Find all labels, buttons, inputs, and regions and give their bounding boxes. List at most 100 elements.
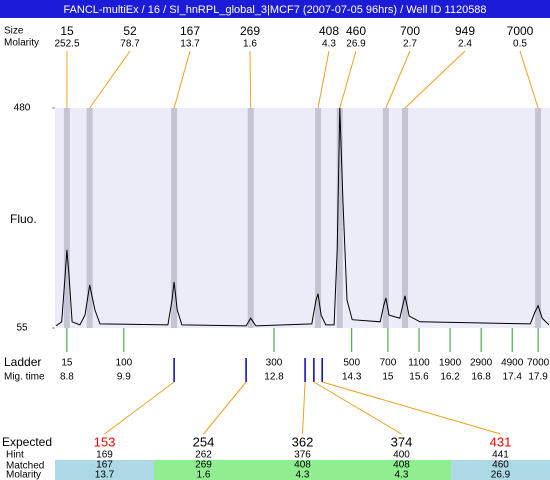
matched-cell (154, 460, 253, 480)
peak-band (171, 108, 178, 328)
row-label: Hint (6, 450, 24, 461)
peak-band (402, 108, 409, 328)
peak-molarity: 2.4 (458, 39, 472, 50)
matched-cell (352, 460, 451, 480)
peak-band (247, 108, 254, 328)
ladder-size: 100 (116, 358, 133, 369)
ladder-size: 1900 (439, 358, 462, 369)
ladder-label: Ladder (4, 355, 41, 369)
peak-connector (317, 50, 330, 109)
peak-size: 167 (180, 24, 200, 38)
peak-size: 408 (319, 24, 339, 38)
plot-area (55, 108, 550, 328)
matched-size: 408 (294, 460, 311, 471)
peak-size: 700 (400, 24, 420, 38)
expected-size: 153 (94, 434, 116, 449)
matched-cell (253, 460, 352, 480)
y-tick-label: 480 (14, 103, 31, 114)
hint-size: 376 (294, 450, 311, 461)
hint-size: 441 (492, 450, 509, 461)
peak-size: 460 (346, 24, 366, 38)
peak-band (382, 108, 389, 328)
matched-molarity: 13.7 (95, 470, 115, 480)
matched-molarity: 1.6 (197, 470, 211, 480)
ladder-mig-time: 14.3 (342, 372, 362, 383)
expected-connector (322, 381, 501, 435)
ladder-size: 500 (343, 358, 360, 369)
matched-size: 460 (492, 460, 509, 471)
y-tick-label: 55 (16, 323, 28, 334)
peak-size: 7000 (507, 24, 534, 38)
ladder-size: 7000 (527, 358, 550, 369)
matched-molarity: 26.9 (491, 470, 511, 480)
size-label: Size (4, 26, 24, 37)
row-label: Matched (6, 461, 44, 472)
row-label: Molarity (6, 470, 41, 480)
row-label: Expected (2, 435, 52, 449)
expected-connector (302, 381, 306, 435)
matched-cell (55, 460, 154, 480)
matched-size: 269 (195, 460, 212, 471)
peak-molarity: 252.5 (54, 39, 79, 50)
matched-cell (451, 460, 550, 480)
mig-time-label: Mig. time (4, 372, 45, 383)
chart-title: FANCL-multiEx / 16 / SI_hnRPL_global_3|M… (63, 4, 486, 16)
hint-size: 169 (96, 450, 113, 461)
peak-size: 269 (240, 24, 260, 38)
peak-connector (339, 50, 357, 109)
title-bar (0, 0, 550, 18)
expected-size: 254 (193, 434, 215, 449)
ladder-size: 1100 (408, 358, 430, 369)
peak-band (315, 108, 322, 328)
ladder-size: 4900 (501, 358, 524, 369)
expected-connector (313, 381, 402, 435)
matched-size: 167 (96, 460, 113, 471)
matched-molarity: 4.3 (395, 470, 409, 480)
peak-molarity: 0.5 (513, 39, 527, 50)
ladder-mig-time: 16.8 (471, 372, 491, 383)
peak-connector (519, 50, 539, 109)
ladder-size: 2900 (470, 358, 493, 369)
peak-connector (404, 50, 466, 109)
expected-size: 431 (490, 434, 512, 449)
y-axis-label: Fluo. (10, 212, 37, 226)
ladder-mig-time: 15.6 (409, 372, 429, 383)
ladder-mig-time: 17.4 (502, 372, 522, 383)
trace (55, 107, 550, 327)
expected-connector (203, 381, 247, 435)
ladder-mig-time: 8.8 (60, 372, 74, 383)
peak-connector (173, 50, 191, 109)
ladder-mig-time: 17.9 (528, 372, 548, 383)
ladder-mig-time: 15 (382, 372, 394, 383)
peak-molarity: 4.3 (322, 39, 336, 50)
peak-size: 949 (455, 24, 475, 38)
peak-band (535, 108, 542, 328)
hint-size: 262 (195, 450, 212, 461)
expected-size: 374 (391, 434, 413, 449)
expected-connector (104, 381, 175, 435)
peak-molarity: 26.9 (346, 39, 366, 50)
molarity-label: Molarity (4, 38, 39, 49)
ladder-mig-time: 12.8 (264, 372, 284, 383)
peak-molarity: 13.7 (180, 39, 200, 50)
peak-size: 15 (60, 24, 74, 38)
matched-molarity: 4.3 (296, 470, 310, 480)
peak-molarity: 78.7 (120, 39, 140, 50)
hint-size: 400 (393, 450, 410, 461)
expected-size: 362 (292, 434, 314, 449)
peak-size: 52 (123, 24, 137, 38)
ladder-size: 300 (266, 358, 283, 369)
matched-size: 408 (393, 460, 410, 471)
peak-connector (249, 50, 252, 109)
peak-band (86, 108, 93, 328)
peak-band (336, 108, 343, 328)
peak-molarity: 2.7 (403, 39, 417, 50)
ladder-size: 700 (380, 358, 397, 369)
peak-molarity: 1.6 (243, 39, 257, 50)
peak-connector (89, 50, 131, 109)
peak-band (63, 108, 70, 328)
ladder-mig-time: 9.9 (117, 372, 131, 383)
peak-connector (385, 50, 411, 109)
ladder-mig-time: 16.2 (440, 372, 460, 383)
